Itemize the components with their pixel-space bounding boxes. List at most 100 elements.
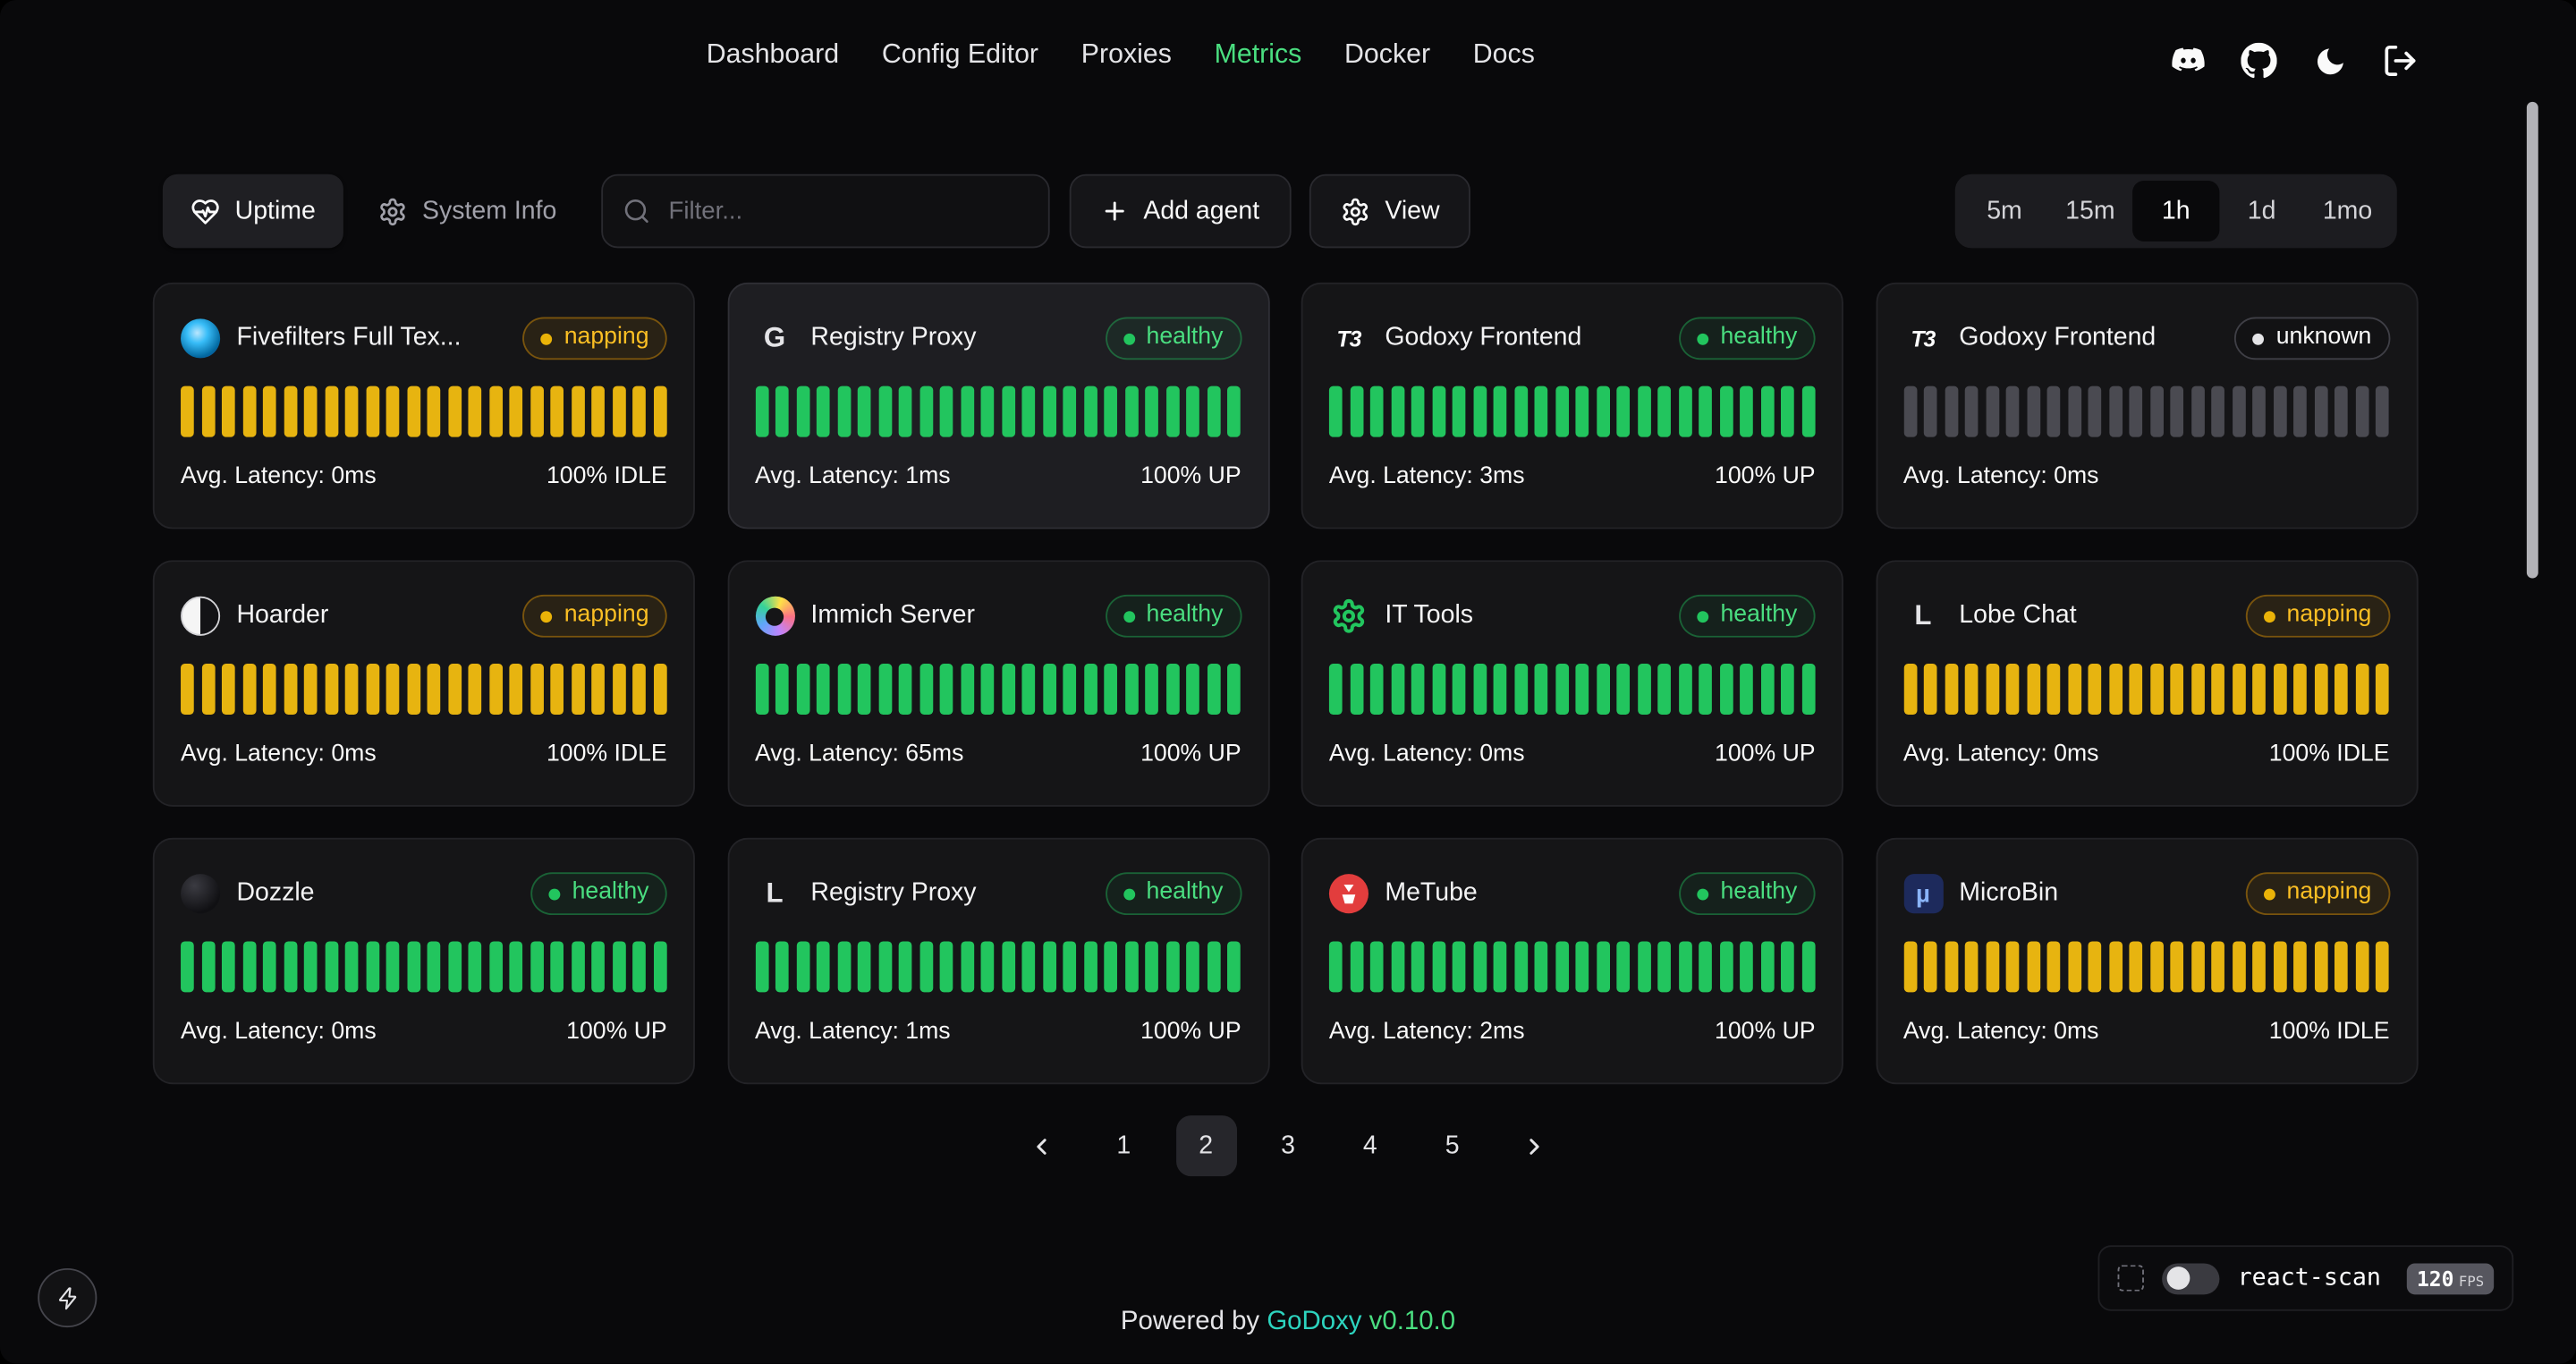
latency-text: Avg. Latency: 3ms xyxy=(1328,462,1525,490)
service-card-fivefilters[interactable]: Fivefilters Full Tex... napping Avg. Lat… xyxy=(152,282,695,530)
logout-icon[interactable] xyxy=(2382,43,2418,79)
time-range-1d[interactable]: 1d xyxy=(2247,196,2276,225)
immich-flower-icon xyxy=(754,596,795,636)
time-range-5m[interactable]: 5m xyxy=(1987,196,2022,225)
service-card-godoxy-frontend-2[interactable]: T3 Godoxy Frontend unknown Avg. Latency:… xyxy=(1875,282,2418,530)
service-card-registry-proxy-2[interactable]: L Registry Proxy healthy Avg. Latency: 1… xyxy=(726,837,1269,1085)
time-range-1h[interactable]: 1h xyxy=(2132,181,2219,241)
moon-icon[interactable] xyxy=(2311,43,2347,79)
service-name: Registry Proxy xyxy=(810,878,977,907)
status-dot-icon xyxy=(1123,332,1135,344)
page-button-4[interactable]: 4 xyxy=(1362,1131,1377,1159)
react-scan-toggle[interactable] xyxy=(2162,1262,2220,1294)
service-card-registry-proxy-1[interactable]: G Registry Proxy healthy Avg. Latency: 1… xyxy=(726,282,1269,530)
nav-item-proxies[interactable]: Proxies xyxy=(1080,39,1172,70)
letter-g-icon: G xyxy=(763,321,786,353)
status-label: healthy xyxy=(1720,324,1798,351)
latency-text: Avg. Latency: 0ms xyxy=(1902,741,2099,767)
heart-pulse-icon xyxy=(191,196,220,225)
status-label: napping xyxy=(2286,601,2372,629)
nav-item-metrics[interactable]: Metrics xyxy=(1214,39,1302,70)
lightning-bolt-icon xyxy=(55,1285,80,1310)
main-nav: Dashboard Config Editor Proxies Metrics … xyxy=(707,39,1535,71)
uptime-tab-button[interactable]: Uptime xyxy=(162,174,344,249)
latency-text: Avg. Latency: 1ms xyxy=(754,1018,951,1046)
uptime-bars xyxy=(181,664,667,715)
chevron-left-icon[interactable] xyxy=(1012,1115,1072,1176)
status-badge: healthy xyxy=(1679,871,1816,916)
fps-value: 120 xyxy=(2416,1266,2454,1291)
uptime-bars xyxy=(754,664,1241,715)
react-scan-widget: react-scan 120 FPS xyxy=(2097,1245,2514,1311)
filter-input[interactable] xyxy=(665,195,1029,227)
fps-unit: FPS xyxy=(2458,1274,2485,1291)
github-icon[interactable] xyxy=(2241,42,2277,79)
uptime-bars xyxy=(1328,664,1816,715)
status-dot-icon xyxy=(1697,332,1709,344)
nav-item-dashboard[interactable]: Dashboard xyxy=(706,39,840,70)
time-range-15m[interactable]: 15m xyxy=(2065,196,2115,225)
inspect-icon[interactable] xyxy=(2117,1265,2144,1292)
uptime-text: 100% UP xyxy=(1715,1018,1816,1046)
latency-text: Avg. Latency: 0ms xyxy=(1902,1018,2099,1046)
react-scan-label: react-scan xyxy=(2237,1265,2381,1292)
status-label: healthy xyxy=(1146,324,1224,351)
service-card-godoxy-frontend-1[interactable]: T3 Godoxy Frontend healthy Avg. Latency:… xyxy=(1301,282,1843,530)
service-card-microbin[interactable]: µ MicroBin napping Avg. Latency: 0ms 100… xyxy=(1875,837,2418,1085)
time-range-1mo[interactable]: 1mo xyxy=(2322,196,2373,225)
uptime-tab-label: Uptime xyxy=(234,196,316,225)
page-button-1[interactable]: 1 xyxy=(1116,1131,1131,1159)
status-dot-icon xyxy=(1697,610,1709,623)
view-button[interactable]: View xyxy=(1309,174,1471,249)
page-button-2[interactable]: 2 xyxy=(1175,1115,1237,1177)
plus-icon xyxy=(1101,197,1129,225)
service-card-lobe-chat[interactable]: L Lobe Chat napping Avg. Latency: 0ms 10… xyxy=(1875,560,2418,807)
microbin-icon: µ xyxy=(1902,874,1943,914)
nav-item-docs[interactable]: Docs xyxy=(1472,39,1535,70)
system-info-tab-button[interactable]: System Info xyxy=(355,174,580,249)
chevron-right-icon[interactable] xyxy=(1504,1115,1565,1176)
discord-icon[interactable] xyxy=(2170,43,2206,79)
add-agent-button[interactable]: Add agent xyxy=(1069,174,1292,249)
hoarder-icon xyxy=(181,596,221,636)
service-card-metube[interactable]: MeTube healthy Avg. Latency: 2ms 100% UP xyxy=(1301,837,1843,1085)
status-dot-icon xyxy=(1697,887,1709,900)
status-badge: healthy xyxy=(1679,594,1816,639)
status-label: unknown xyxy=(2275,324,2372,351)
service-card-immich[interactable]: Immich Server healthy Avg. Latency: 65ms… xyxy=(726,560,1269,807)
service-card-hoarder[interactable]: Hoarder napping Avg. Latency: 0ms 100% I… xyxy=(152,560,695,807)
latency-text: Avg. Latency: 65ms xyxy=(754,741,964,767)
godoxy-brand-link[interactable]: GoDoxy xyxy=(1267,1308,1362,1336)
uptime-text: 100% UP xyxy=(566,1018,667,1046)
system-info-tab-label: System Info xyxy=(422,196,557,225)
metrics-toolbar: Uptime System Info Add agent View xyxy=(0,174,2576,249)
status-badge: healthy xyxy=(1105,594,1241,639)
status-label: healthy xyxy=(572,879,649,906)
service-card-dozzle[interactable]: Dozzle healthy Avg. Latency: 0ms 100% UP xyxy=(152,837,695,1085)
latency-text: Avg. Latency: 2ms xyxy=(1328,1018,1525,1046)
status-badge: napping xyxy=(2245,871,2390,916)
gear-icon xyxy=(1341,196,1370,225)
status-badge: unknown xyxy=(2234,316,2390,360)
page-button-3[interactable]: 3 xyxy=(1281,1131,1295,1159)
powered-by-text: Powered by xyxy=(1120,1308,1260,1336)
quick-actions-button[interactable] xyxy=(38,1267,97,1328)
status-dot-icon xyxy=(2252,332,2265,344)
nav-item-docker[interactable]: Docker xyxy=(1344,39,1431,70)
status-badge: healthy xyxy=(1105,316,1241,360)
status-dot-icon xyxy=(2263,610,2275,623)
latency-text: Avg. Latency: 0ms xyxy=(181,462,377,490)
letter-l-icon: L xyxy=(766,877,784,909)
service-name: MeTube xyxy=(1385,878,1478,907)
nav-item-config-editor[interactable]: Config Editor xyxy=(881,39,1039,70)
scrollbar-thumb[interactable] xyxy=(2526,101,2538,579)
status-label: healthy xyxy=(1146,879,1224,906)
version-link[interactable]: v0.10.0 xyxy=(1368,1308,1456,1336)
status-dot-icon xyxy=(541,610,553,623)
status-dot-icon xyxy=(548,887,561,900)
service-card-it-tools[interactable]: IT Tools healthy Avg. Latency: 0ms 100% … xyxy=(1301,560,1843,807)
uptime-text: 100% UP xyxy=(1140,741,1241,767)
page-button-5[interactable]: 5 xyxy=(1445,1131,1460,1159)
powered-by-footer: Powered by GoDoxy v0.10.0 xyxy=(0,1308,2576,1337)
